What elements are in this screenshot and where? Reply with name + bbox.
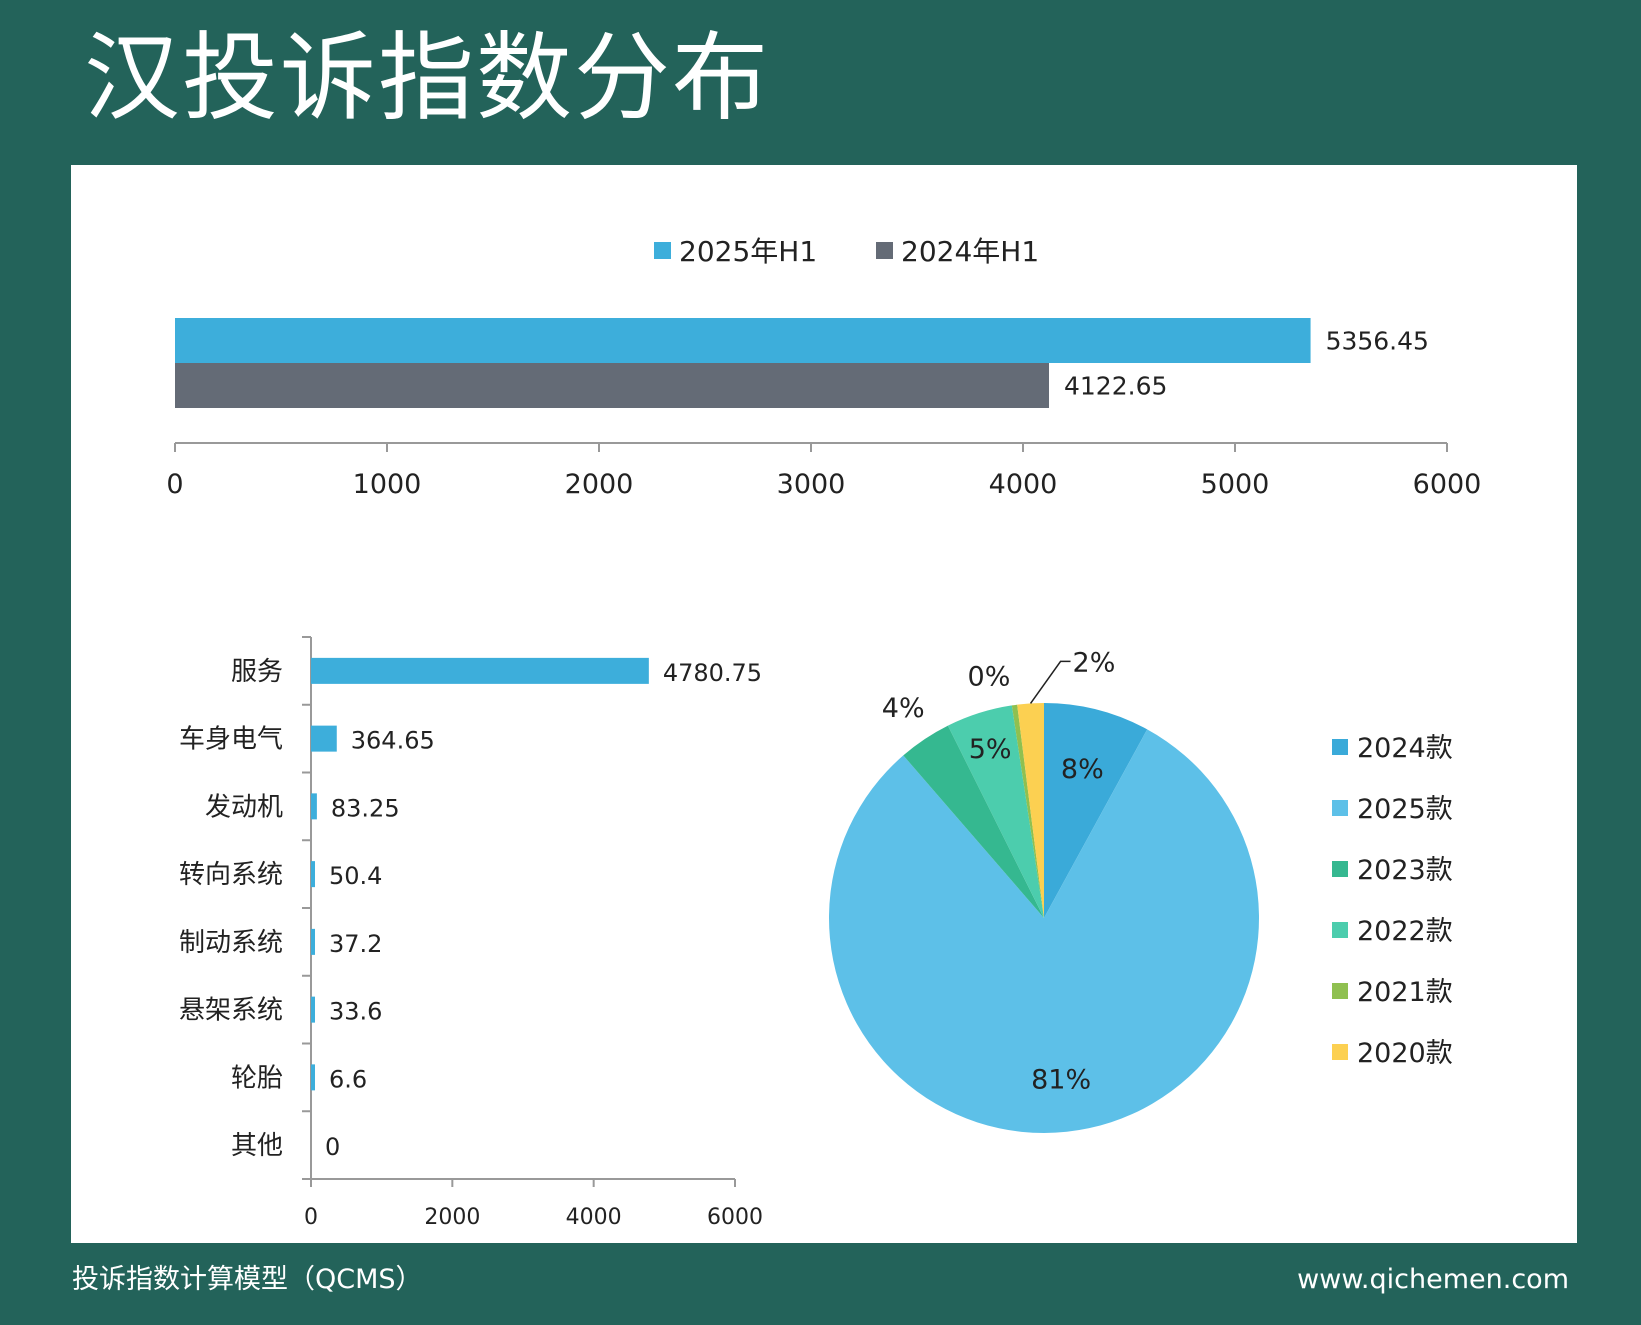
x-tick-label: 2000 (565, 469, 634, 500)
x-tick-label: 3000 (777, 469, 846, 500)
pie-slice (947, 705, 1044, 918)
pie-slice-label: 81% (1031, 1064, 1091, 1095)
bar-value-label-2: 4122.65 (1064, 372, 1167, 401)
category-label: 悬架系统 (179, 996, 283, 1026)
bar-2 (175, 363, 1050, 408)
pie-legend-swatch (1332, 1044, 1348, 1060)
x-tick-label-2: 6000 (707, 1205, 763, 1230)
pie-legend-label: 2023款 (1357, 855, 1453, 886)
pie-slice (1044, 703, 1148, 918)
pie-slice-label: 5% (969, 734, 1012, 765)
x-tick-label: 6000 (1413, 469, 1482, 500)
legend-label-1: 2025年H1 (679, 235, 817, 268)
x-tick-label: 1000 (353, 469, 422, 500)
category-value-label: 33.6 (329, 998, 382, 1026)
pie-legend-label: 2020款 (1357, 1038, 1453, 1069)
category-label: 其他 (231, 1131, 283, 1161)
footer-website-link[interactable]: www.qichemen.com (1297, 1264, 1569, 1295)
pie-slice-label: 0% (968, 661, 1011, 692)
pie-slice (829, 729, 1259, 1133)
category-bar (311, 657, 649, 684)
legend-swatch-1 (654, 242, 671, 259)
chart-canvas: 2025年H1 2024年H1 5356.45 4122.65 0 1000 2000 300… (166, 235, 1482, 1230)
page-title: 汉投诉指数分布 (84, 22, 770, 134)
legend-swatch-2 (876, 242, 893, 259)
category-bar (311, 996, 315, 1023)
pie-legend-swatch (1332, 922, 1348, 938)
category-value-label: 50.4 (329, 862, 382, 890)
category-bar (311, 725, 337, 752)
chart-panel: 2025年H1 2024年H1 5356.45 4122.65 0 1000 2000 300… (71, 165, 1577, 1243)
pie-legend-label: 2021款 (1357, 977, 1453, 1008)
category-label: 轮胎 (231, 1063, 283, 1093)
x-tick-label-2: 0 (304, 1205, 318, 1230)
category-label: 制动系统 (179, 928, 283, 958)
category-value-label: 37.2 (329, 930, 382, 958)
x-tick-label-2: 4000 (566, 1205, 622, 1230)
category-bar (311, 793, 317, 820)
category-label: 服务 (231, 657, 283, 687)
footer-model-name: 投诉指数计算模型（QCMS） (72, 1264, 423, 1295)
category-label: 车身电气 (179, 725, 283, 755)
pie-legend-swatch (1332, 861, 1348, 877)
x-tick-label-2: 2000 (424, 1205, 480, 1230)
category-bar (311, 861, 315, 888)
category-bar (311, 1064, 315, 1091)
category-value-label: 0 (325, 1133, 340, 1161)
category-bar (311, 928, 315, 955)
category-value-label: 83.25 (331, 794, 400, 822)
pie-legend-swatch (1332, 983, 1348, 999)
category-value-label: 4780.75 (663, 659, 762, 687)
pie-legend-swatch (1332, 739, 1348, 755)
pie-leader-line (1029, 660, 1071, 704)
category-value-label: 6.6 (329, 1065, 367, 1093)
legend-label-2: 2024年H1 (901, 235, 1039, 268)
pie-legend-label: 2022款 (1357, 916, 1453, 947)
category-label: 转向系统 (179, 860, 283, 890)
x-tick-label: 0 (166, 469, 183, 500)
pie-slice (903, 725, 1044, 918)
category-value-label: 364.65 (351, 727, 435, 755)
pie-legend-swatch (1332, 800, 1348, 816)
x-tick-label: 4000 (989, 469, 1058, 500)
category-label: 发动机 (205, 792, 283, 822)
pie-slice-label: 8% (1061, 754, 1104, 785)
pie-slice (1011, 704, 1044, 918)
pie-slice-label: 2% (1073, 647, 1116, 678)
x-tick-label: 5000 (1201, 469, 1270, 500)
pie-slice (1017, 703, 1044, 918)
bar-1 (175, 318, 1311, 363)
pie-legend-label: 2024款 (1357, 733, 1453, 764)
pie-slice-label: 4% (882, 693, 925, 724)
pie-legend-label: 2025款 (1357, 794, 1453, 825)
bar-value-label-1: 5356.45 (1326, 327, 1429, 356)
